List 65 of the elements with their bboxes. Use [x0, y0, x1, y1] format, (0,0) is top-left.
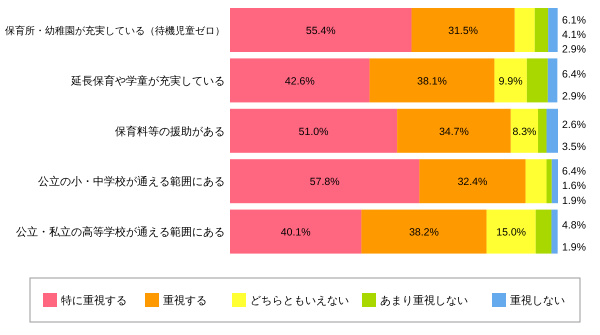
legend-label: あまり重視しない: [380, 294, 468, 307]
bar: [486, 210, 536, 254]
bar: [548, 58, 558, 102]
bar: [361, 210, 487, 254]
data-label: 6.4%: [562, 68, 586, 80]
bar: [552, 159, 558, 204]
bar: [534, 8, 548, 52]
data-label: 3.5%: [562, 140, 586, 153]
y-tick-label: 保育料等の援助がある: [115, 124, 225, 138]
data-label: 2.6%: [562, 118, 586, 131]
data-label: 2.9%: [562, 44, 586, 56]
legend-label: 重視する: [163, 294, 207, 307]
legend-item: あまり重視しない: [362, 293, 468, 307]
bar: [494, 58, 527, 102]
bar: [526, 159, 547, 204]
y-tick-label: 保育所・幼稚園が充実している（待機児童ゼロ）: [5, 25, 225, 37]
bar: [510, 108, 538, 153]
legend-label: どちらともいえない: [250, 295, 349, 307]
legend-label: 重視しない: [510, 294, 565, 307]
data-label: 55.4%: [306, 25, 336, 37]
legend-item: 特に重視する: [43, 293, 127, 307]
y-tick-label: 公立・私立の高等学校が通える範囲にある: [16, 226, 225, 239]
data-label: 6.1%: [562, 14, 586, 26]
data-label: 38.1%: [417, 75, 447, 88]
bar: [536, 210, 552, 254]
bar: [230, 8, 412, 52]
bar: [230, 58, 370, 102]
data-label: 57.8%: [310, 176, 340, 188]
bar: [546, 108, 558, 153]
data-label: 1.9%: [562, 242, 586, 254]
legend-label: 特に重視する: [61, 294, 127, 307]
bar: [538, 108, 547, 153]
data-label: 34.7%: [439, 126, 469, 138]
data-label: 1.6%: [562, 180, 586, 192]
data-label: 4.1%: [562, 29, 586, 41]
bar: [419, 159, 526, 204]
bar: [514, 8, 535, 52]
data-label: 40.1%: [280, 226, 311, 239]
data-label: 8.3%: [512, 126, 536, 138]
y-tick-label: 公立の小・中学校が通える範囲にある: [38, 175, 225, 188]
bar: [526, 58, 548, 102]
legend-item: どちらともいえない: [232, 293, 349, 307]
y-tick-label: 延長保育や学童が充実している: [70, 74, 225, 88]
data-label: 31.5%: [448, 25, 478, 37]
bar: [370, 58, 494, 102]
bar: [548, 8, 558, 52]
data-label: 42.6%: [284, 75, 315, 88]
bar: [230, 108, 398, 153]
bar: [412, 8, 515, 52]
legend-item: 重視しない: [492, 293, 565, 307]
data-label: 51.0%: [298, 126, 328, 138]
bar: [230, 210, 362, 254]
data-label: 9.9%: [498, 75, 523, 88]
data-label: 2.9%: [562, 90, 586, 102]
data-label: 1.9%: [562, 194, 586, 207]
data-label: 4.8%: [562, 220, 586, 232]
bar: [546, 159, 552, 204]
data-label: 15.0%: [496, 226, 526, 239]
data-label: 32.4%: [458, 176, 488, 188]
bar: [397, 108, 511, 153]
data-label: 6.4%: [562, 166, 586, 178]
legend-item: 重視する: [145, 293, 207, 307]
bar: [551, 210, 558, 254]
data-label: 38.2%: [409, 226, 439, 239]
bar: [230, 159, 420, 204]
